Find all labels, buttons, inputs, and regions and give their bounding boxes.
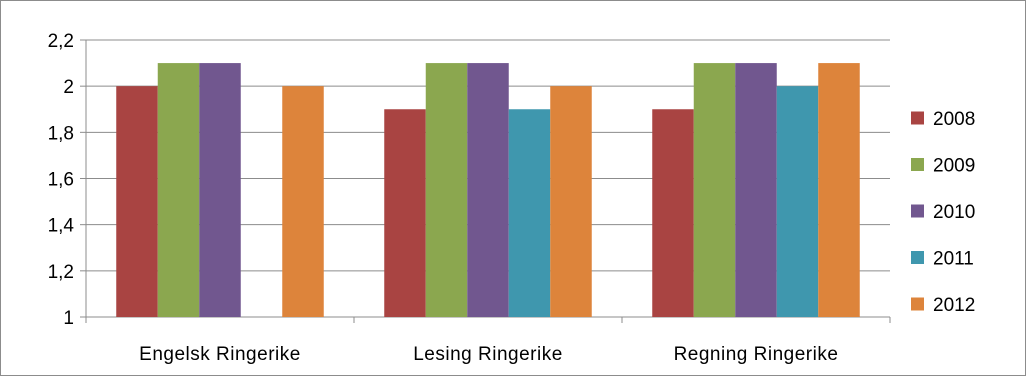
bar-2008-2	[652, 109, 694, 317]
legend-label-2012: 2012	[933, 295, 975, 316]
bar-2010-0	[199, 63, 241, 318]
y-tick-label: 1,6	[48, 170, 74, 191]
x-category-label: Lesing Ringerike	[413, 344, 563, 365]
bar-2012-2	[818, 63, 860, 318]
bar-2012-1	[550, 86, 592, 318]
bar-2011-2	[776, 86, 819, 318]
bar-2009-1	[425, 63, 468, 318]
bar-2011-1	[508, 109, 551, 317]
y-tick-label: 1,4	[48, 216, 75, 237]
legend-swatch-2008	[911, 111, 924, 125]
y-tick-label: 2	[63, 77, 74, 98]
bar-2010-2	[735, 63, 777, 318]
bar-2009-0	[157, 63, 200, 318]
legend-label-2010: 2010	[933, 202, 975, 223]
y-tick-label: 1,2	[48, 262, 74, 283]
legend-swatch-2010	[911, 204, 924, 218]
y-tick-label: 1	[63, 308, 74, 329]
legend-label-2011: 2011	[933, 249, 974, 270]
legend-swatch-2009	[911, 158, 924, 171]
bar-2009-2	[693, 63, 736, 318]
bar-2008-0	[116, 86, 158, 318]
legend-label-2009: 2009	[933, 156, 975, 177]
bar-2010-1	[467, 63, 509, 318]
legend-label-2008: 2008	[933, 109, 975, 130]
x-category-label: Engelsk Ringerike	[139, 344, 301, 365]
bar-2008-1	[384, 109, 426, 317]
y-tick-label: 2,2	[48, 31, 74, 52]
legend-swatch-2011	[911, 251, 924, 264]
x-category-label: Regning Ringerike	[674, 344, 839, 365]
bar-2012-0	[282, 86, 324, 318]
y-tick-label: 1,8	[48, 123, 74, 144]
legend-swatch-2012	[911, 297, 924, 311]
